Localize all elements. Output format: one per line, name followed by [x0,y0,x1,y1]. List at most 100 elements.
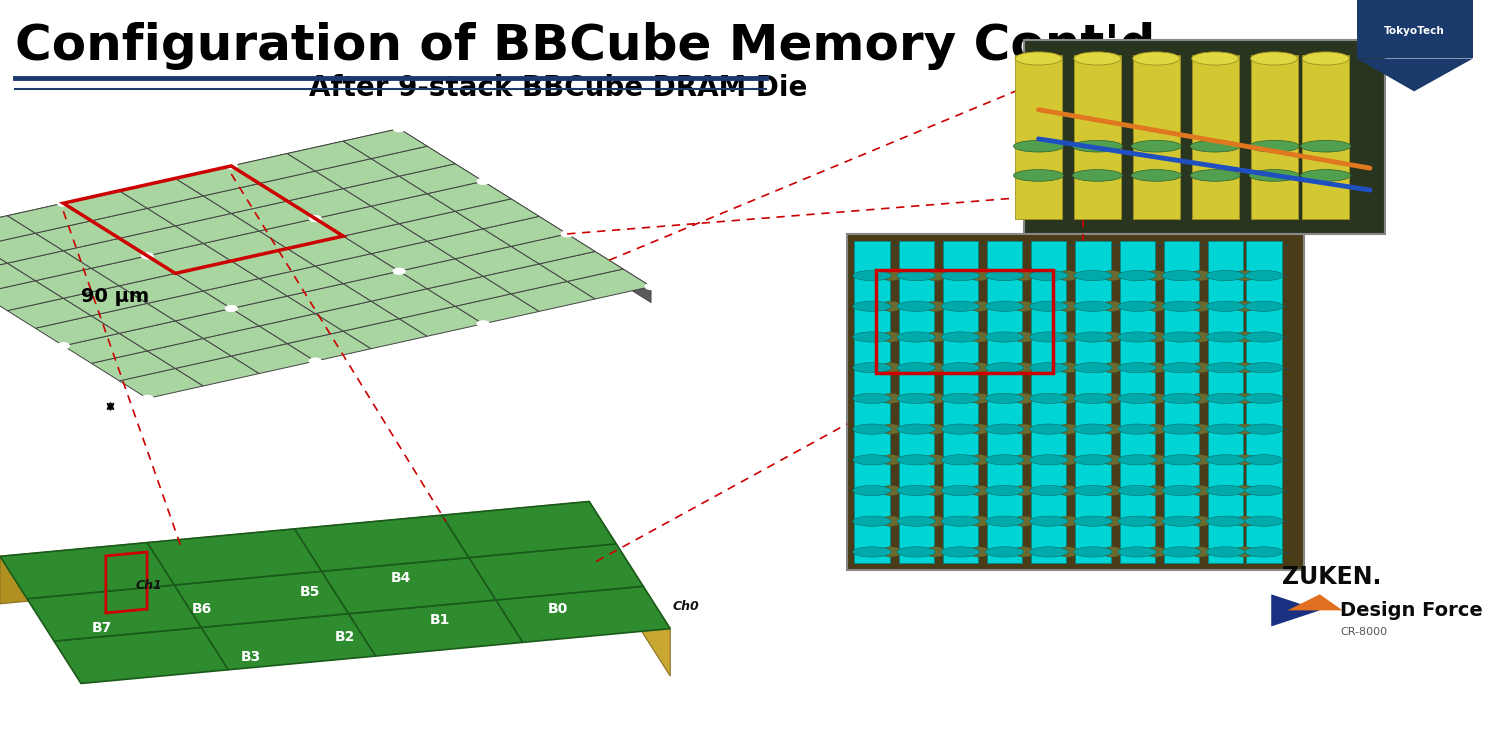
Ellipse shape [941,516,980,526]
Text: Ch1: Ch1 [136,579,162,592]
Circle shape [1013,547,1034,557]
Polygon shape [91,351,175,381]
Circle shape [1013,332,1034,342]
Ellipse shape [1206,301,1244,311]
Circle shape [1234,332,1255,342]
Polygon shape [399,306,483,336]
Ellipse shape [1206,516,1244,526]
Ellipse shape [1163,332,1200,342]
Polygon shape [63,286,148,316]
Ellipse shape [1117,547,1157,557]
Ellipse shape [1244,332,1284,342]
Polygon shape [1271,594,1320,626]
Polygon shape [0,216,35,246]
Polygon shape [260,171,343,201]
Text: B7: B7 [92,621,112,635]
Circle shape [1146,332,1167,342]
Circle shape [969,332,991,342]
Polygon shape [371,241,455,271]
Circle shape [645,284,657,289]
Ellipse shape [1030,393,1068,404]
Circle shape [393,126,405,132]
Polygon shape [119,226,204,256]
Circle shape [1013,270,1034,281]
Ellipse shape [853,332,891,342]
Ellipse shape [1206,393,1244,404]
Circle shape [926,424,945,434]
Polygon shape [1356,58,1474,91]
Ellipse shape [1206,485,1244,496]
Ellipse shape [1132,52,1179,65]
Ellipse shape [1074,547,1113,557]
Bar [988,241,1022,563]
Polygon shape [175,166,260,196]
Polygon shape [148,529,322,585]
Ellipse shape [1244,516,1284,526]
Bar [942,241,978,563]
Text: B2: B2 [335,630,355,644]
Polygon shape [427,181,512,211]
Polygon shape [343,176,427,206]
Polygon shape [427,276,512,306]
Polygon shape [399,164,483,194]
Bar [1208,241,1243,563]
Polygon shape [0,281,63,311]
Polygon shape [495,586,670,643]
Ellipse shape [1250,52,1297,65]
Circle shape [880,270,901,281]
Polygon shape [316,301,399,331]
Circle shape [1190,301,1211,311]
Circle shape [880,455,901,465]
Ellipse shape [1190,140,1240,152]
Ellipse shape [1244,485,1284,496]
Ellipse shape [1244,393,1284,404]
Ellipse shape [1074,270,1113,281]
Circle shape [1013,301,1034,311]
Text: B5: B5 [300,585,320,599]
Ellipse shape [853,485,891,496]
Circle shape [1013,393,1034,404]
Polygon shape [343,129,427,159]
Ellipse shape [1117,485,1157,496]
Text: Ch0: Ch0 [672,599,699,613]
Ellipse shape [853,424,891,434]
Polygon shape [119,321,204,351]
Circle shape [1102,485,1122,496]
Circle shape [1102,393,1122,404]
Circle shape [1057,332,1078,342]
Ellipse shape [986,301,1024,311]
Ellipse shape [1074,455,1113,465]
Polygon shape [322,558,495,614]
Bar [1250,55,1297,219]
Polygon shape [455,199,539,229]
Circle shape [1190,455,1211,465]
Bar [1132,55,1179,219]
Polygon shape [343,224,427,254]
Ellipse shape [1074,424,1113,434]
Polygon shape [260,314,343,344]
Circle shape [926,270,945,281]
Ellipse shape [853,301,891,311]
Circle shape [969,393,991,404]
Circle shape [1146,393,1167,404]
Circle shape [969,301,991,311]
Polygon shape [54,627,228,683]
Circle shape [1146,270,1167,281]
Ellipse shape [1244,455,1284,465]
Ellipse shape [986,424,1024,434]
Ellipse shape [1206,424,1244,434]
Polygon shape [343,319,427,349]
Ellipse shape [1117,424,1157,434]
Circle shape [969,424,991,434]
Polygon shape [175,308,260,338]
Polygon shape [119,368,204,398]
Polygon shape [119,273,204,303]
Polygon shape [287,189,371,219]
Ellipse shape [1163,547,1200,557]
Ellipse shape [1074,516,1113,526]
Ellipse shape [1244,547,1284,557]
Ellipse shape [1074,52,1120,65]
Circle shape [1102,332,1122,342]
Ellipse shape [1206,363,1244,373]
Circle shape [142,395,153,401]
